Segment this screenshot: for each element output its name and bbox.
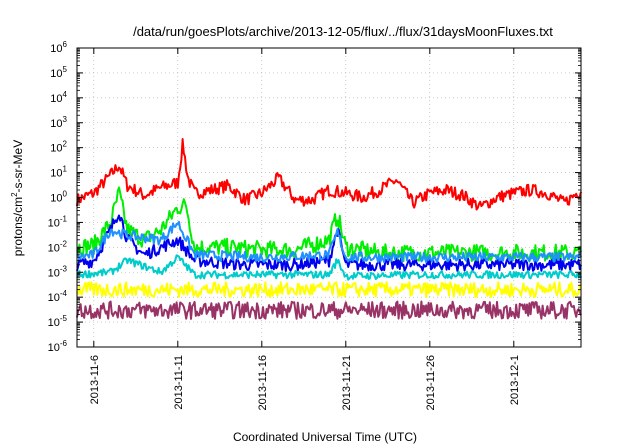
y-tick-exp: -6 <box>60 339 68 348</box>
y-tick-label: 10-3 <box>48 264 68 279</box>
y-tick-exp: -3 <box>60 264 68 273</box>
x-tick-label: 2013-11-11 <box>173 355 185 410</box>
x-tick-label: 2013-11-26 <box>425 355 437 410</box>
series-line <box>76 138 582 211</box>
y-tick-base: 10 <box>50 168 62 180</box>
y-tick-label: 10-6 <box>48 339 68 354</box>
y-tick-exp: 0 <box>63 190 68 199</box>
y-tick-label: 10-2 <box>48 239 68 254</box>
y-tick-base: 10 <box>48 292 60 304</box>
y-tick-exp: -4 <box>60 289 68 298</box>
y-tick-exp: -2 <box>60 239 68 248</box>
y-tick-label: 100 <box>50 190 67 205</box>
y-tick-base: 10 <box>50 143 62 155</box>
y-tick-label: 10-4 <box>48 289 68 304</box>
x-tick-label: 2013-11-21 <box>341 355 353 410</box>
series-line <box>76 281 582 299</box>
x-tick-label: 2013-12-1 <box>509 355 521 405</box>
chart-title: /data/run/goesPlots/archive/2013-12-05/f… <box>133 24 553 39</box>
series-line <box>76 214 582 272</box>
y-axis-label-exp: 2 <box>10 192 19 197</box>
y-tick-base: 10 <box>50 193 62 205</box>
y-tick-label: 105 <box>50 65 67 80</box>
y-tick-base: 10 <box>48 342 60 354</box>
series-line <box>76 254 582 281</box>
y-tick-exp: 5 <box>63 65 68 74</box>
y-tick-label: 103 <box>50 115 67 130</box>
y-tick-label: 10-5 <box>48 314 68 329</box>
y-tick-exp: 4 <box>63 90 68 99</box>
y-tick-base: 10 <box>48 242 60 254</box>
x-tick-label: 2013-11-6 <box>89 355 101 404</box>
y-tick-base: 10 <box>50 93 62 105</box>
series-group <box>76 138 582 320</box>
y-tick-exp: 3 <box>63 115 68 124</box>
x-tick-label: 2013-11-16 <box>257 355 269 410</box>
y-tick-label: 10-1 <box>48 214 68 229</box>
y-axis-label-main: protons/cm <box>11 197 25 256</box>
x-ticks: 2013-11-6 2013-11-11 2013-11-16 2013-11-21 2… <box>89 48 521 410</box>
series-line <box>76 220 582 264</box>
y-tick-exp: -5 <box>60 314 68 323</box>
y-tick-base: 10 <box>48 217 60 229</box>
y-axis-label: protons/cm2-s-sr-MeV <box>10 140 25 256</box>
y-tick-exp: 6 <box>63 40 68 49</box>
y-axis-label-rest: -s-sr-MeV <box>11 140 25 193</box>
y-tick-base: 10 <box>50 118 62 130</box>
y-tick-base: 10 <box>50 43 62 55</box>
y-tick-base: 10 <box>48 317 60 329</box>
y-ticks: 10-610-510-410-310-210-11001011021031041… <box>48 40 581 354</box>
y-tick-label: 104 <box>50 90 67 105</box>
y-tick-base: 10 <box>50 68 62 80</box>
y-tick-exp: 2 <box>63 140 68 149</box>
y-tick-exp: 1 <box>63 165 68 174</box>
y-tick-exp: -1 <box>60 214 68 223</box>
series-line <box>76 300 582 320</box>
y-tick-label: 106 <box>50 40 67 55</box>
y-tick-label: 102 <box>50 140 67 155</box>
x-axis-label: Coordinated Universal Time (UTC) <box>233 430 417 444</box>
y-tick-base: 10 <box>48 267 60 279</box>
y-tick-label: 101 <box>50 165 67 180</box>
